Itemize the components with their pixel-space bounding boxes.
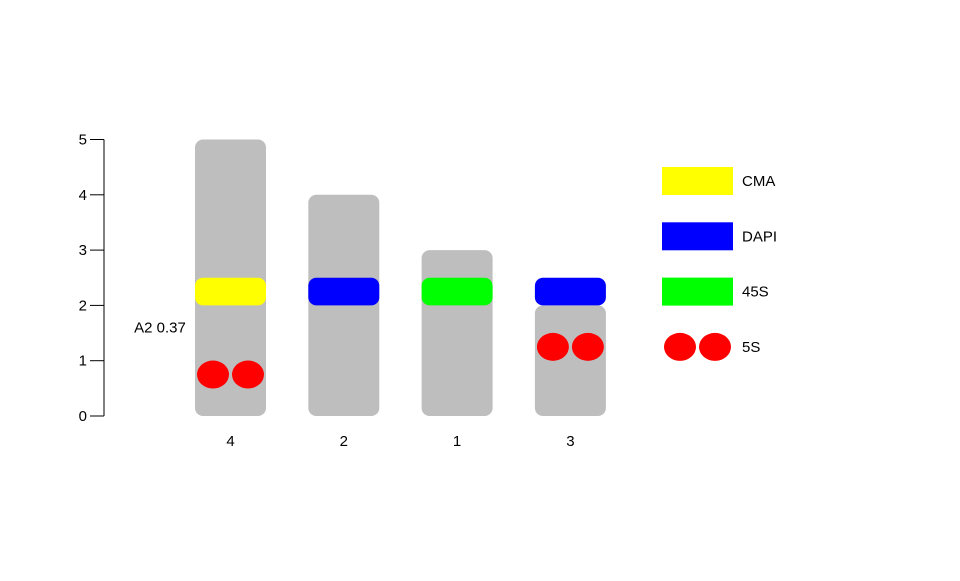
y-tick-label-2: 2 [79,297,87,314]
chromosome-label-1: 1 [453,433,461,450]
legend-label-5s: 5S [742,339,760,356]
y-tick-label-5: 5 [79,132,87,149]
y-tick-label-3: 3 [79,242,87,259]
y-tick-label-0: 0 [79,408,87,425]
y-tick-label-1: 1 [79,353,87,370]
band-3-dapi-0 [534,277,606,306]
chromosome-label-4: 4 [226,433,234,450]
signal-4-5s-right-0 [232,360,264,389]
legend-swatch-cma [662,167,733,195]
band-2-dapi-0 [308,277,380,306]
legend-swatch-45s [662,277,733,306]
signal-4-5s-left-0 [197,360,229,389]
legend-label-dapi: DAPI [742,228,777,245]
signal-3-5s-left-0 [536,332,569,361]
legend-label-45s: 45S [742,284,769,301]
legend-swatch-5s-right [699,332,731,361]
chromosome-1 [421,250,493,416]
chromosome-3 [534,305,606,416]
legend-swatch-dapi [662,222,733,251]
side-label: A2 0.37 [134,320,186,337]
signal-3-5s-right-0 [571,332,604,361]
chromosome-label-2: 2 [340,433,348,450]
band-1-45s-0 [421,277,493,306]
chromosome-label-3: 3 [566,433,574,450]
y-tick-label-4: 4 [79,187,87,204]
band-4-cma-0 [195,277,266,306]
legend-label-cma: CMA [742,173,775,190]
legend-swatch-5s-left [664,332,696,361]
